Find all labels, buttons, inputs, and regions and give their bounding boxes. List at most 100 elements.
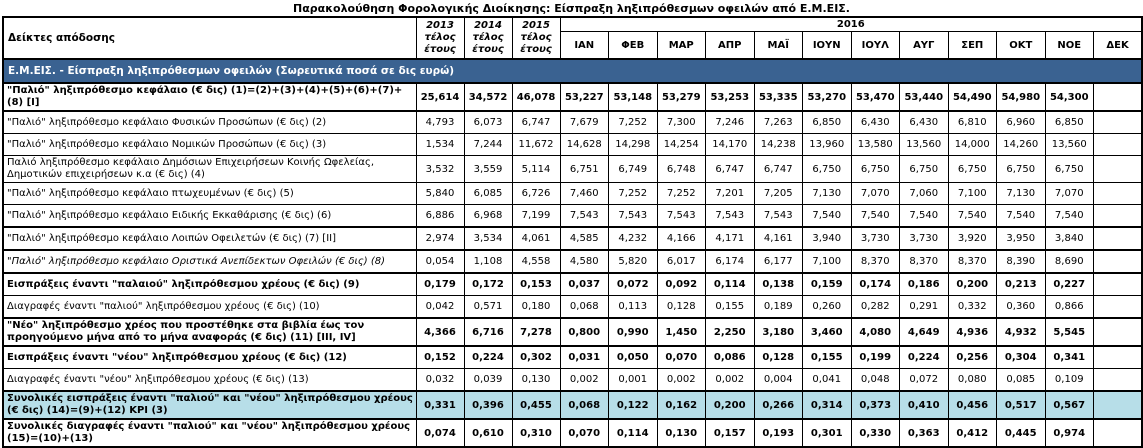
value-cell: 0,266 <box>753 390 803 420</box>
value-cell: 6,748 <box>656 155 706 183</box>
value-cell: 0,256 <box>947 345 997 369</box>
column-header-feb: ΦΕΒ <box>608 31 658 60</box>
value-cell: 3,460 <box>802 317 852 347</box>
value-cell: 6,750 <box>996 155 1046 183</box>
value-cell: 3,532 <box>415 155 465 183</box>
value-cell: 0,092 <box>656 272 706 296</box>
value-cell: 0,162 <box>656 390 706 420</box>
value-cell: 53,227 <box>559 82 609 112</box>
value-cell: 0,086 <box>705 345 755 369</box>
value-cell: 6,430 <box>850 110 900 134</box>
value-cell <box>1093 133 1143 156</box>
value-cell: 6,810 <box>947 110 997 134</box>
value-cell: 6,085 <box>463 182 513 205</box>
value-cell: 1,534 <box>415 133 465 156</box>
value-cell: 54,300 <box>1044 82 1094 112</box>
value-cell: 53,279 <box>656 82 706 112</box>
value-cell: 0,070 <box>559 418 609 448</box>
value-cell: 0,054 <box>415 249 465 274</box>
value-cell <box>1093 155 1143 183</box>
value-cell: 0,114 <box>608 418 658 448</box>
row-label: "Παλιό" ληξιπρόθεσμο κεφάλαιο Νομικών Πρ… <box>2 133 417 156</box>
value-cell: 0,004 <box>753 368 803 392</box>
column-header-2014: 2014 τέλος έτους <box>463 16 513 60</box>
value-cell: 0,302 <box>511 345 561 369</box>
value-cell: 7,540 <box>850 204 900 228</box>
header-row-months: ΙΑΝ ΦΕΒ ΜΑΡ ΑΠΡ ΜΑΪ ΙΟΥΝ ΙΟΥΛ ΑΥΓ ΣΕΠ ΟΚ… <box>3 31 1143 60</box>
value-cell: 6,430 <box>899 110 949 134</box>
value-cell: 0,041 <box>802 368 852 392</box>
column-header-sep: ΣΕΠ <box>947 31 997 60</box>
value-cell: 0,002 <box>656 368 706 392</box>
value-cell: 0,291 <box>899 295 949 319</box>
value-cell <box>1093 295 1143 319</box>
value-cell: 0,610 <box>463 418 513 448</box>
table-row: "Παλιό" ληξιπρόθεσμο κεφάλαιο Φυσικών Πρ… <box>2 110 1143 134</box>
value-cell: 4,936 <box>947 317 997 347</box>
column-header-aug: ΑΥΓ <box>899 31 949 60</box>
value-cell: 0,974 <box>1044 418 1094 448</box>
year-sub2: έτους <box>424 44 456 55</box>
row-label: Διαγραφές έναντι "νέου" ληξιπρόθεσμου χρ… <box>2 368 417 392</box>
value-cell: 0,567 <box>1044 390 1094 420</box>
value-cell: 7,205 <box>753 182 803 205</box>
value-cell: 0,002 <box>705 368 755 392</box>
table-row: Διαγραφές έναντι "παλιού" ληξιπρόθεσμου … <box>2 295 1143 319</box>
value-cell: 6,850 <box>1044 110 1094 134</box>
value-cell: 0,130 <box>511 368 561 392</box>
value-cell <box>1093 204 1143 228</box>
row-label: "Παλιό" ληξιπρόθεσμο κεφάλαιο πτωχευμένω… <box>2 182 417 205</box>
section-header-label: Ε.Μ.ΕΙΣ. - Είσπραξη ληξιπρόθεσμων οφειλώ… <box>2 58 1143 84</box>
value-cell: 0,199 <box>850 345 900 369</box>
value-cell: 0,180 <box>511 295 561 319</box>
table-row: Παλιό ληξιπρόθεσμο κεφάλαιο Δημόσιων Επι… <box>2 155 1143 183</box>
value-cell: 6,750 <box>899 155 949 183</box>
value-cell: 0,155 <box>705 295 755 319</box>
value-cell: 0,037 <box>559 272 609 296</box>
row-label: Εισπράξεις έναντι "παλαιού" ληξιπρόθεσμο… <box>2 272 417 296</box>
value-cell: 0,304 <box>996 345 1046 369</box>
value-cell: 8,370 <box>947 249 997 274</box>
value-cell: 6,750 <box>1044 155 1094 183</box>
table-row: "Παλιό" ληξιπρόθεσμο κεφάλαιο Λοιπών Οφε… <box>2 226 1143 251</box>
column-header-apr: ΑΠΡ <box>705 31 755 60</box>
value-cell: 14,298 <box>608 133 658 156</box>
value-cell: 14,628 <box>559 133 609 156</box>
year-sub2: έτους <box>520 44 552 55</box>
value-cell: 14,238 <box>753 133 803 156</box>
value-cell: 6,749 <box>608 155 658 183</box>
value-cell: 4,649 <box>899 317 949 347</box>
value-cell: 13,580 <box>850 133 900 156</box>
value-cell: 8,370 <box>899 249 949 274</box>
value-cell <box>1093 249 1143 274</box>
value-cell: 6,960 <box>996 110 1046 134</box>
year-sub1: τέλος <box>424 32 456 43</box>
value-cell: 7,679 <box>559 110 609 134</box>
value-cell: 7,460 <box>559 182 609 205</box>
value-cell: 0,128 <box>753 345 803 369</box>
value-cell: 0,172 <box>463 272 513 296</box>
value-cell: 0,113 <box>608 295 658 319</box>
value-cell: 0,517 <box>996 390 1046 420</box>
value-cell: 0,085 <box>996 368 1046 392</box>
value-cell: 0,174 <box>850 272 900 296</box>
value-cell: 0,114 <box>705 272 755 296</box>
value-cell: 0,341 <box>1044 345 1094 369</box>
value-cell: 4,166 <box>656 226 706 251</box>
value-cell: 3,920 <box>947 226 997 251</box>
value-cell: 0,990 <box>608 317 658 347</box>
column-header-mar: ΜΑΡ <box>656 31 706 60</box>
column-header-oct: ΟΚΤ <box>996 31 1046 60</box>
value-cell: 6,968 <box>463 204 513 228</box>
value-cell: 0,200 <box>705 390 755 420</box>
value-cell <box>1093 317 1143 347</box>
value-cell <box>1093 272 1143 296</box>
value-cell: 2,250 <box>705 317 755 347</box>
table-row: "Παλιό" ληξιπρόθεσμο κεφάλαιο Νομικών Πρ… <box>2 133 1143 156</box>
value-cell: 6,177 <box>753 249 803 274</box>
value-cell: 7,543 <box>559 204 609 228</box>
value-cell: 4,080 <box>850 317 900 347</box>
value-cell: 0,227 <box>1044 272 1094 296</box>
row-label: "Παλιό" ληξιπρόθεσμο κεφάλαιο (€ δις) (1… <box>2 82 417 112</box>
value-cell: 7,252 <box>608 110 658 134</box>
